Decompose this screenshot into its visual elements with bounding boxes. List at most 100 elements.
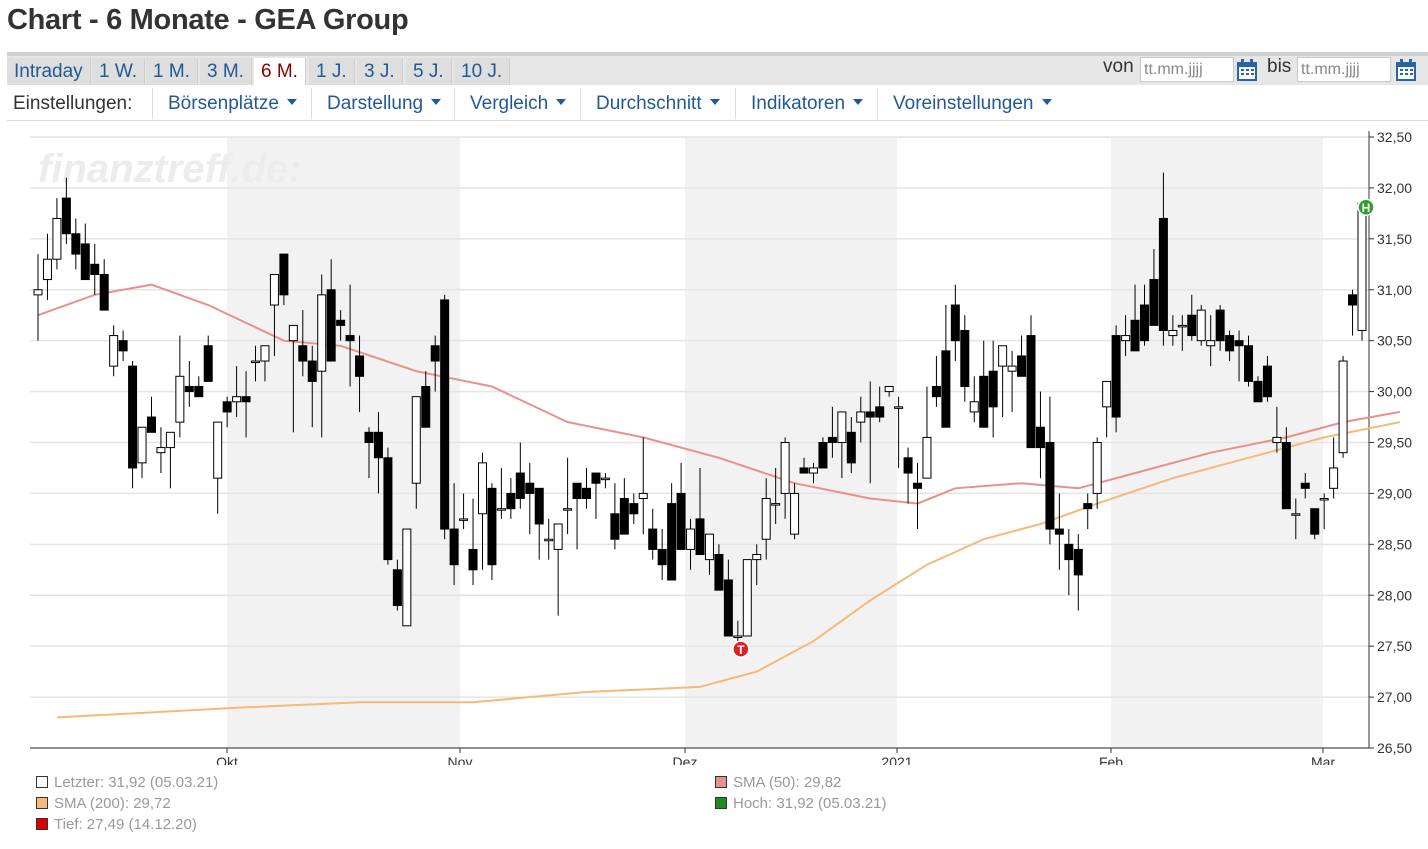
candle-body — [222, 401, 232, 413]
candle-body — [960, 329, 970, 387]
y-tick-label: 30,00 — [1377, 384, 1412, 400]
x-tick-label: Okt — [216, 754, 238, 765]
candle-body — [808, 467, 818, 474]
tab-intraday[interactable]: Intraday — [7, 58, 91, 85]
candle-body — [317, 294, 327, 372]
caret-down-icon — [709, 98, 720, 105]
tab-1m[interactable]: 1 M. — [146, 58, 198, 85]
y-tick-label: 28,50 — [1377, 536, 1412, 552]
legend-swatch — [715, 776, 727, 788]
tab-3m[interactable]: 3 M. — [200, 58, 252, 85]
candle-body — [988, 370, 998, 408]
candle-body — [714, 554, 724, 591]
caret-down-icon — [431, 98, 442, 105]
candle-body — [288, 324, 298, 342]
candle-body — [52, 217, 62, 260]
candle-body — [1177, 324, 1187, 328]
candle-body — [33, 289, 43, 296]
to-date-input[interactable]: tt.mm.jjjj — [1297, 57, 1391, 82]
high-marker-label: H — [1362, 201, 1371, 215]
candle-body — [99, 273, 109, 311]
y-tick-label: 30,50 — [1377, 333, 1412, 349]
candle-body — [279, 253, 289, 296]
candle-body — [1083, 503, 1093, 510]
from-label: von — [1103, 56, 1134, 77]
tab-3j[interactable]: 3 J. — [357, 58, 403, 85]
stock-chart[interactable]: finanztreff.de: 26,50 27,00 27,50 28,00 28,50… — [0, 125, 1428, 765]
candle-body — [355, 355, 365, 377]
menu-voreinstellungen[interactable]: Voreinstellungen — [877, 88, 1052, 119]
candle-body — [1291, 513, 1301, 516]
candle-body — [610, 513, 620, 540]
candle-body — [1139, 304, 1149, 342]
candle-body — [251, 360, 261, 364]
candle-body — [1026, 335, 1036, 449]
candle-body — [742, 559, 752, 637]
menu-label: Börsenplätze — [168, 93, 279, 114]
candle-body — [544, 538, 554, 542]
candle-body — [865, 411, 875, 418]
candle-body — [780, 442, 790, 494]
candle-body — [487, 487, 497, 566]
candle-body — [931, 385, 941, 398]
candle-body — [80, 243, 90, 281]
candle-body — [667, 503, 677, 581]
tab-1w[interactable]: 1 W. — [92, 58, 146, 85]
candle-body — [827, 436, 837, 443]
candle-body — [1319, 498, 1329, 501]
candle-body — [90, 263, 100, 275]
candle-body — [440, 299, 450, 530]
candle-body — [638, 492, 648, 500]
candle-body — [175, 375, 185, 423]
settings-bar: Einstellungen: Börsenplätze Darstellung … — [7, 86, 1428, 121]
candle-body — [1045, 442, 1055, 530]
candle-body — [563, 508, 573, 511]
menu-boersenplaetze[interactable]: Börsenplätze — [152, 88, 297, 119]
menu-indikatoren[interactable]: Indikatoren — [735, 88, 864, 119]
candle-body — [1244, 345, 1254, 382]
candle-body — [723, 579, 733, 637]
legend-label: SMA (200): 29,72 — [54, 795, 171, 812]
candle-body — [336, 319, 346, 326]
candle-body — [42, 258, 52, 281]
y-tick-label: 26,50 — [1377, 740, 1412, 756]
candle-body — [761, 498, 771, 540]
candle-body — [619, 498, 629, 535]
candle-body — [998, 345, 1008, 367]
x-tick-label: 2021 — [881, 754, 912, 765]
candle-body — [411, 396, 421, 484]
tab-6m[interactable]: 6 M. — [254, 58, 306, 85]
candle-body — [846, 431, 856, 464]
candle-body — [421, 385, 431, 428]
y-tick-label: 32,00 — [1377, 180, 1412, 196]
menu-durchschnitt[interactable]: Durchschnitt — [580, 88, 720, 119]
candle-body — [213, 421, 223, 479]
candle-body — [468, 548, 478, 571]
candle-body — [203, 345, 213, 382]
candle-body — [1064, 543, 1074, 561]
candle-body — [71, 233, 81, 255]
menu-darstellung[interactable]: Darstellung — [311, 88, 442, 119]
candle-body — [1054, 528, 1064, 535]
menu-vergleich[interactable]: Vergleich — [454, 88, 567, 119]
candle-body — [903, 457, 913, 474]
candle-body — [307, 360, 317, 382]
candle-body — [232, 396, 242, 403]
candle-body — [137, 426, 147, 464]
candle-body — [1168, 329, 1178, 337]
candle-body — [1130, 319, 1140, 352]
calendar-icon[interactable] — [1236, 58, 1258, 82]
tab-1j[interactable]: 1 J. — [309, 58, 355, 85]
from-date-input[interactable]: tt.mm.jjjj — [1140, 57, 1234, 82]
tab-5j[interactable]: 5 J. — [406, 58, 452, 85]
legend-label: Letzter: 31,92 (05.03.21) — [54, 774, 219, 791]
candle-body — [269, 273, 279, 306]
y-tick-label: 31,50 — [1377, 231, 1412, 247]
tab-10j[interactable]: 10 J. — [454, 58, 511, 85]
y-tick-label: 28,00 — [1377, 587, 1412, 603]
candle-body — [496, 508, 506, 511]
x-tick-label: Nov — [448, 754, 473, 765]
watermark: finanztreff.de: — [38, 147, 302, 191]
settings-label: Einstellungen: — [13, 93, 133, 114]
calendar-icon[interactable] — [1395, 58, 1417, 82]
